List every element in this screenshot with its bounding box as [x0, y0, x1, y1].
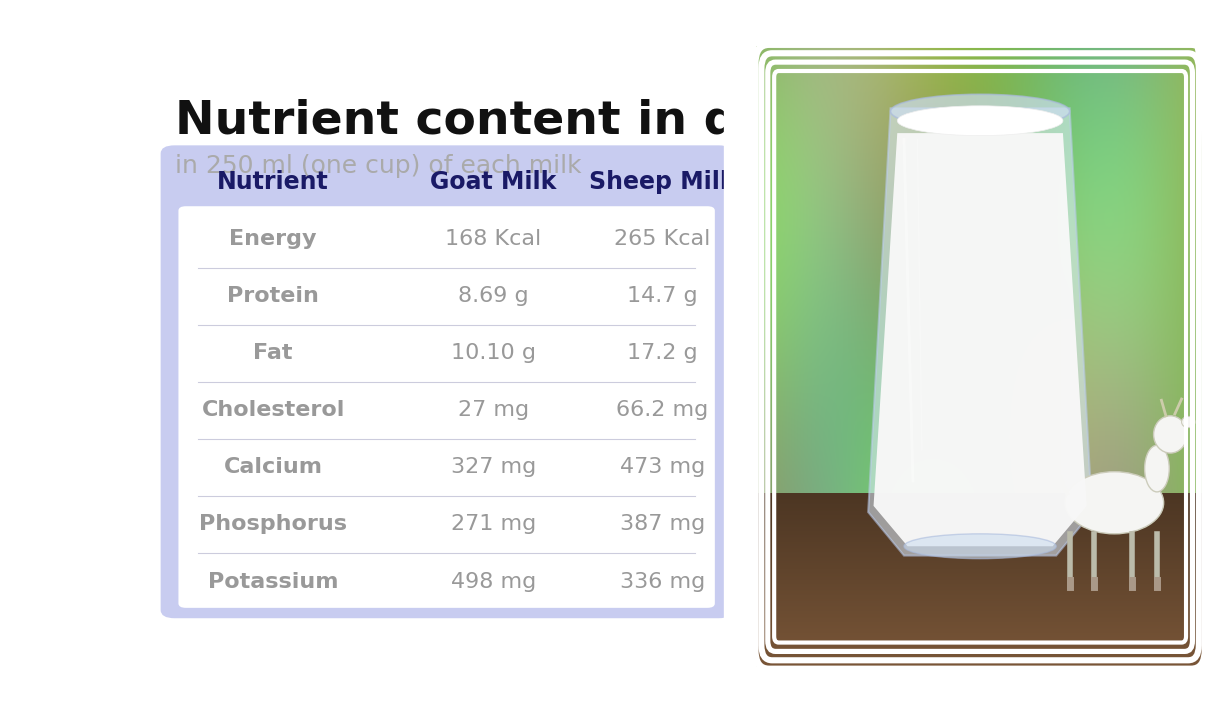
Text: 10.10 g: 10.10 g: [451, 343, 536, 364]
Ellipse shape: [1181, 416, 1195, 427]
Text: Sheep Milk: Sheep Milk: [589, 170, 736, 194]
Text: Phosphorus: Phosphorus: [200, 515, 347, 535]
Text: Fat: Fat: [253, 343, 293, 364]
Ellipse shape: [1065, 471, 1164, 534]
Ellipse shape: [904, 534, 1056, 559]
Polygon shape: [868, 108, 1093, 555]
FancyBboxPatch shape: [178, 206, 715, 608]
Text: 265 Kcal: 265 Kcal: [615, 229, 710, 249]
Text: Nutrient: Nutrient: [218, 170, 329, 194]
Ellipse shape: [891, 94, 1070, 129]
Text: Cow Milk: Cow Milk: [762, 170, 881, 194]
Text: healthy
pedia: healthy pedia: [974, 99, 1068, 143]
Ellipse shape: [898, 106, 1062, 136]
Ellipse shape: [1145, 445, 1169, 492]
Polygon shape: [874, 133, 1087, 546]
Text: in 250 ml (one cup) of each milk: in 250 ml (one cup) of each milk: [174, 153, 581, 178]
Text: 168 Kcal: 168 Kcal: [445, 229, 542, 249]
Text: Potassium: Potassium: [208, 572, 339, 591]
Text: 66.2 mg: 66.2 mg: [616, 400, 708, 420]
Text: 473 mg: 473 mg: [620, 457, 705, 477]
Text: 246 mg: 246 mg: [779, 515, 864, 535]
Text: 300 mg: 300 mg: [779, 457, 864, 477]
Text: 29.3 mg: 29.3 mg: [776, 400, 868, 420]
Text: Energy: Energy: [230, 229, 317, 249]
Text: 271 mg: 271 mg: [451, 515, 536, 535]
Text: Protein: Protein: [227, 286, 319, 306]
Text: Calcium: Calcium: [224, 457, 323, 477]
Text: 146 Kcal: 146 Kcal: [773, 229, 870, 249]
Text: 366 mg: 366 mg: [779, 572, 864, 591]
Text: 8.69 g: 8.69 g: [459, 286, 529, 306]
Text: 27 mg: 27 mg: [457, 400, 529, 420]
Ellipse shape: [1153, 416, 1187, 453]
Text: Cholesterol: Cholesterol: [202, 400, 345, 420]
Text: Goat Milk: Goat Milk: [431, 170, 557, 194]
Text: 336 mg: 336 mg: [620, 572, 705, 591]
Text: 498 mg: 498 mg: [451, 572, 536, 591]
Text: 17.2 g: 17.2 g: [627, 343, 698, 364]
FancyBboxPatch shape: [161, 146, 732, 618]
Text: 8 g: 8 g: [805, 286, 840, 306]
Text: 387 mg: 387 mg: [620, 515, 705, 535]
Text: Nutrient content in different milks: Nutrient content in different milks: [174, 99, 1096, 144]
Text: 327 mg: 327 mg: [451, 457, 536, 477]
Text: 14.7 g: 14.7 g: [627, 286, 698, 306]
Text: 7.81 g: 7.81 g: [786, 343, 857, 364]
